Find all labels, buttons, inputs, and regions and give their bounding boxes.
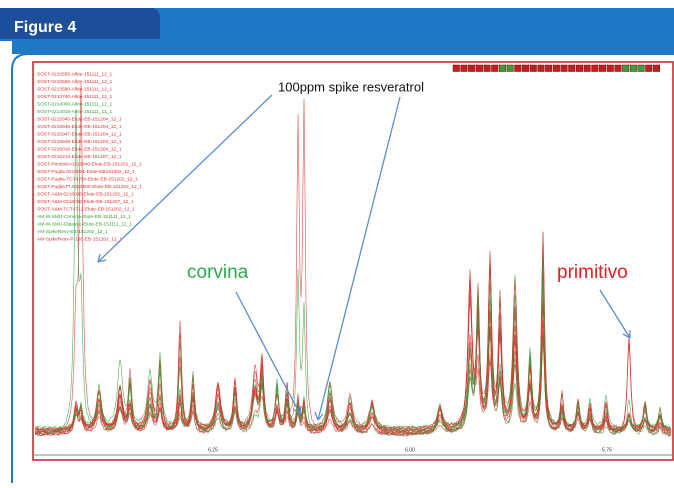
x-tick-label: 6.25 bbox=[208, 447, 218, 453]
spectrum-line bbox=[35, 250, 672, 431]
sample-legend: SOST-0210555-Alkte-151111_12_1 SOST-02105… bbox=[37, 71, 142, 242]
legend-entry: SOST-0210555-Alkte-151111_12_1 bbox=[37, 71, 113, 77]
legend-entry: SOST-0213740-Alkte-151111_12_1 bbox=[37, 94, 113, 100]
figure-title: Figure 4 bbox=[14, 19, 76, 36]
square bbox=[452, 64, 460, 72]
square bbox=[506, 64, 514, 72]
square bbox=[637, 64, 645, 72]
annotation: primitivo bbox=[557, 262, 628, 283]
square bbox=[591, 64, 599, 72]
square bbox=[498, 64, 506, 72]
title-tab bbox=[0, 8, 160, 40]
legend-entry: SOST-A&M-0216030-Elute-EB-151207_12_1 bbox=[37, 199, 134, 205]
square bbox=[575, 64, 583, 72]
legend-entry: SOST-A&M-TCT4712-Elute-EB-151202_12_1 bbox=[37, 206, 135, 212]
annotation: corvina bbox=[187, 262, 249, 283]
legend-entry: SOST-0215947-Elute-EB-151204_12_1 bbox=[37, 131, 122, 137]
arrow bbox=[314, 96, 401, 421]
sample-squares bbox=[452, 64, 660, 72]
legend-entry: AM-W-SMU-Dipasso-Elute-EB-151111_12_1 bbox=[37, 221, 132, 227]
legend-entry: SOST-0216016-Elute-EB-151204_12_1 bbox=[37, 146, 122, 152]
legend-entry: SOST-PugliaTT-0214500-Elute-EB-151202_12… bbox=[37, 184, 142, 190]
square bbox=[468, 64, 476, 72]
square bbox=[460, 64, 468, 72]
legend-entry: SOST-0216214-Elute-EB-151207_12_1 bbox=[37, 154, 122, 160]
square bbox=[599, 64, 607, 72]
legend-entry: SOST-0214000-Alkte-151111_12_1 bbox=[37, 101, 113, 107]
square bbox=[645, 64, 653, 72]
legend-entry: SOST-0215948-Elute-EB-151204_12_1 bbox=[37, 139, 122, 145]
square bbox=[514, 64, 522, 72]
legend-entry: SOST-Primitivo-0215840-Elute-EB-151202_1… bbox=[37, 161, 142, 167]
square bbox=[522, 64, 530, 72]
annotation: 100ppm spike resveratrol bbox=[278, 79, 424, 94]
legend-entry: SOST-0210558-Alkte-151111_12_1 bbox=[37, 79, 113, 85]
square bbox=[475, 64, 483, 72]
square bbox=[560, 64, 568, 72]
arrow bbox=[235, 291, 302, 415]
header-gap bbox=[0, 0, 674, 8]
square bbox=[652, 64, 660, 72]
legend-entry: SOST-0215945-Elute-EB-151204_12_1 bbox=[37, 124, 122, 130]
legend-entry: AM-SpikeResv-EB-151202_12_1 bbox=[37, 229, 108, 235]
square bbox=[483, 64, 491, 72]
arrow bbox=[97, 94, 273, 263]
legend-entry: SOST-A&M-0216030-Elute-EB-151202_12_1 bbox=[37, 191, 134, 197]
square bbox=[583, 64, 591, 72]
square bbox=[629, 64, 637, 72]
x-tick-label: 5.75 bbox=[602, 447, 612, 453]
legend-entry: SOST-Puglia-TCT4750-Elute-EB-151202_12_1 bbox=[37, 176, 138, 182]
square bbox=[552, 64, 560, 72]
spectrum-line bbox=[34, 258, 672, 430]
square bbox=[545, 64, 553, 72]
square bbox=[491, 64, 499, 72]
legend-entry: AM-SpikeResv-P-100-EB-151202_12_1 bbox=[37, 236, 122, 242]
square bbox=[568, 64, 576, 72]
legend-entry: SOST-0213580-Alkte-151111_12_1 bbox=[37, 86, 113, 92]
legend-entry: AM-W-SMU-Corvina-Elute-EB-151111_12_1 bbox=[37, 214, 131, 220]
legend-entry: SOST-0215940-Elute-EB-151204_12_1 bbox=[37, 116, 122, 122]
legend-entry: SOST-Puglia-0216001-Elute-EB151202_12_1 bbox=[37, 169, 135, 175]
arrows bbox=[97, 94, 631, 421]
x-tick-label: 6.00 bbox=[405, 447, 415, 453]
header-lower bbox=[12, 40, 674, 54]
arrow bbox=[599, 289, 631, 339]
square bbox=[606, 64, 614, 72]
spectra bbox=[34, 83, 672, 438]
square bbox=[529, 64, 537, 72]
square bbox=[614, 64, 622, 72]
square bbox=[537, 64, 545, 72]
square bbox=[622, 64, 630, 72]
legend-entry: SOST-0214019-Alkte-151111_12_1 bbox=[37, 109, 113, 115]
plot-frame bbox=[32, 61, 674, 461]
